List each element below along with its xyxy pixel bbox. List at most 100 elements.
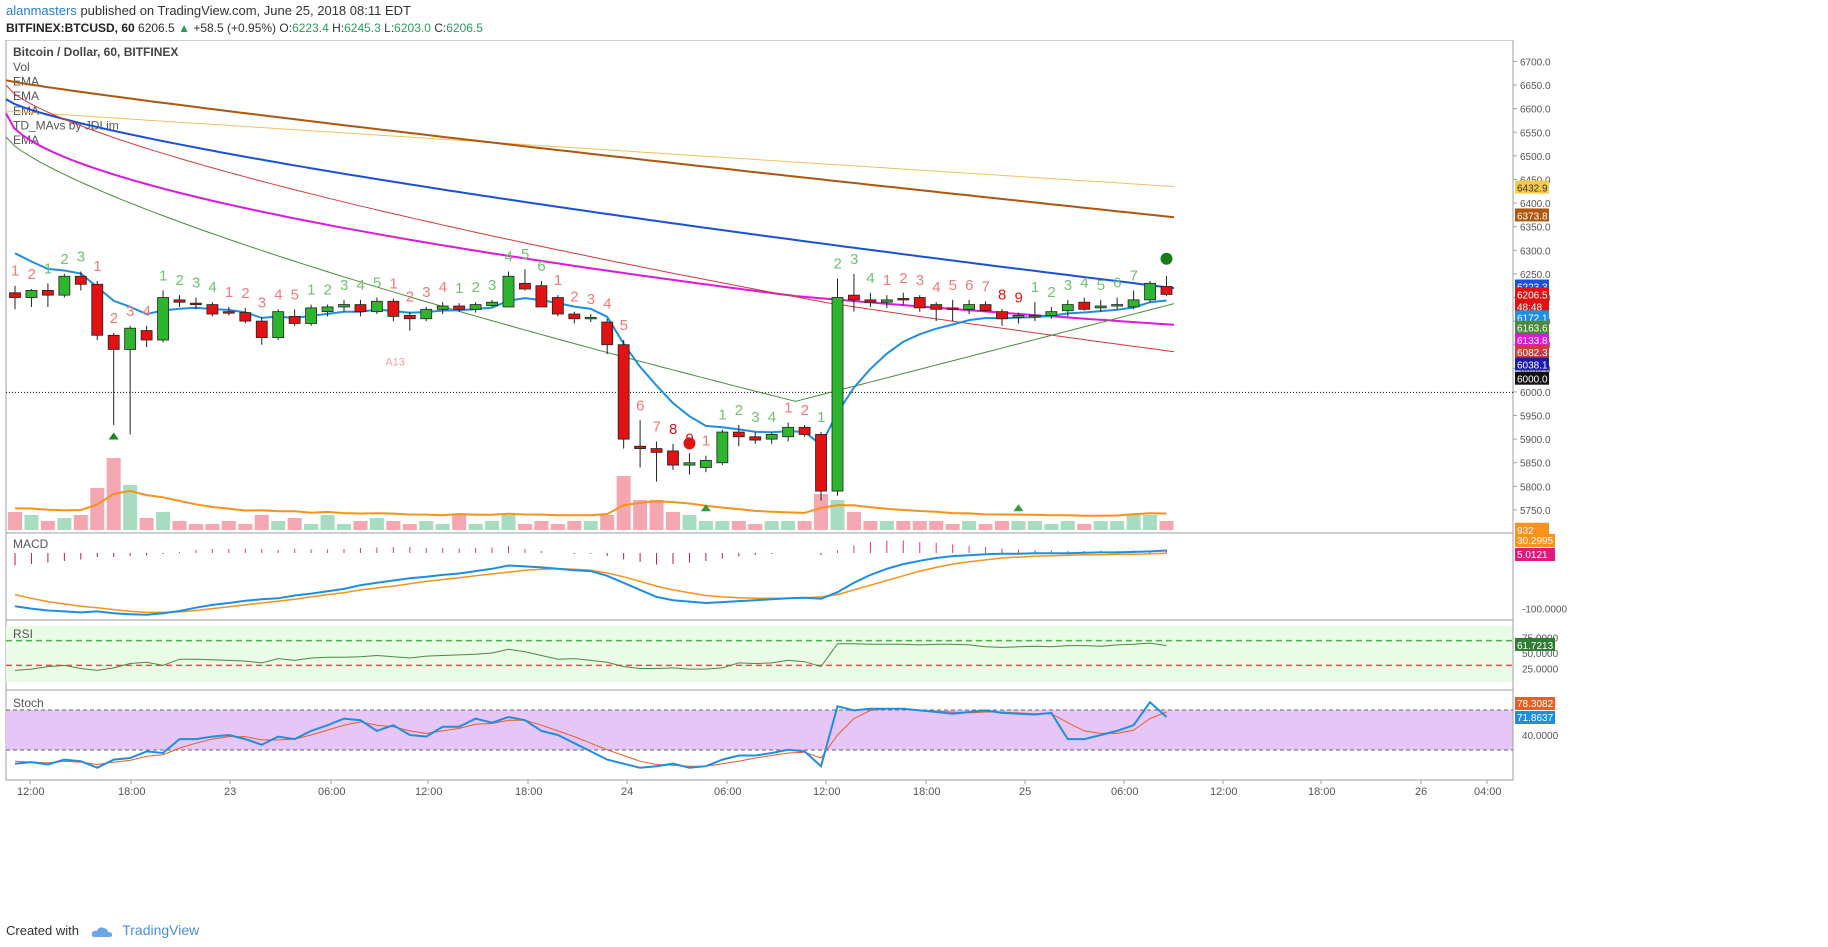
price-tick-label: 6600.0 [1520,105,1551,116]
td-count-label: 2 [60,251,68,268]
volume-bar [1159,521,1174,530]
candle-down [551,297,564,315]
volume-bar [830,500,845,530]
change-arrow-icon: ▲ [178,21,190,35]
open-label: O: [279,21,293,35]
candle-up [469,304,482,310]
volume-bar [1093,521,1108,530]
candle-up [683,462,696,466]
price-chart[interactable]: Bitcoin / Dollar, 60, BITFINEXVolEMAEMAE… [0,40,1828,915]
td-count-label: 2 [1047,284,1055,301]
td-count-label: 2 [406,289,414,306]
td-count-label: 1 [554,272,562,289]
tradingview-brand[interactable]: TradingView [122,922,200,938]
time-axis-label: 18:00 [913,786,941,798]
indicator-legend-item: EMA [13,89,39,103]
rsi-band [6,626,1513,682]
volume-bar [534,521,549,530]
chart-header: alanmasters published on TradingView.com… [0,0,1828,40]
ema-yellow [5,110,1175,188]
price-axis-badge-text: 6172.1 [1517,313,1548,324]
candle-up [1127,299,1140,308]
volume-bar [1060,521,1075,530]
td-count-label: 3 [258,294,266,311]
td-count-label: 5 [291,286,299,303]
candle-up [716,431,729,464]
candle-up [420,308,433,320]
volume-bar [682,515,697,530]
td-a13-label: A13 [385,357,405,369]
td-count-label: 4 [356,277,364,294]
rsi-tick-label: 25.0000 [1522,665,1559,676]
candle-down [798,426,811,435]
author-link[interactable]: alanmasters [6,3,77,18]
volume-bar [731,521,746,530]
candle-up [272,311,285,339]
close-label: C: [434,21,447,35]
volume-bar [666,512,680,530]
ema-brown [5,79,1175,219]
volume-bar [962,521,977,530]
td-count-label: 6 [636,397,644,414]
ema-magenta [5,112,1175,326]
price-axis-badge [1515,310,1549,324]
candle-up [486,301,498,306]
candle-up [370,300,383,313]
price-tick-label: 6000.0 [1520,388,1551,399]
volume-bar [945,524,960,530]
volume-bar [748,524,763,530]
macd-axis-badge [1515,548,1555,561]
td-count-label: 2 [110,310,118,327]
publish-line: alanmasters published on TradingView.com… [6,3,411,18]
footer: Created with TradingView [6,922,199,938]
ema-green [5,136,1175,402]
candle-up [436,305,449,310]
td-count-label: 2 [176,272,184,289]
td-count-label: 3 [488,277,496,294]
volume-bar [353,521,368,530]
buy-arrow-icon [108,432,119,440]
td-count-label: 6 [1113,275,1121,292]
volume-bar [435,524,450,530]
candle-up [305,307,318,324]
candle-down [140,330,153,341]
td-count-label: 1 [455,280,463,297]
volume-bar [188,524,203,530]
volume-bar [879,521,894,530]
volume-bar [567,521,582,530]
price-tick-label: 6650.0 [1520,81,1551,92]
volume-bar [73,515,88,530]
volume-bar [221,521,236,530]
price-tick-label: 6400.0 [1520,199,1551,210]
time-axis-label: 26 [1415,786,1427,798]
stoch-axis-badge [1515,711,1555,724]
low-value: 6203.0 [394,21,431,35]
candle-down [634,445,646,449]
time-axis-label: 06:00 [714,786,742,798]
td-count-label: 4 [274,286,282,303]
candle-down [1160,286,1173,295]
volume-bar [485,521,500,530]
candle-down [815,434,827,492]
candle-down [930,304,943,310]
volume-bar [468,524,483,530]
td-count-label: 6 [537,258,545,275]
td-count-label: 5 [1097,277,1105,294]
volume-bar [337,524,351,530]
volume-bar [419,521,434,530]
candle-down [749,436,762,441]
volume-bar [517,524,532,530]
td-count-label: 4 [439,279,447,296]
price-tick-label: 6550.0 [1520,128,1551,139]
ema-red [5,84,1175,353]
candle-down [617,344,630,440]
candle-down [519,282,531,290]
td-count-label: 2 [472,279,480,296]
td-count-label: 2 [241,285,249,302]
td-count-label: 1 [883,272,891,289]
td-count-label: 4 [932,279,940,296]
candle-up [880,299,893,303]
volume-bar [616,476,631,530]
price-axis-badge-text: 6206.5 [1517,290,1548,301]
stoch-axis-badge [1515,697,1555,710]
